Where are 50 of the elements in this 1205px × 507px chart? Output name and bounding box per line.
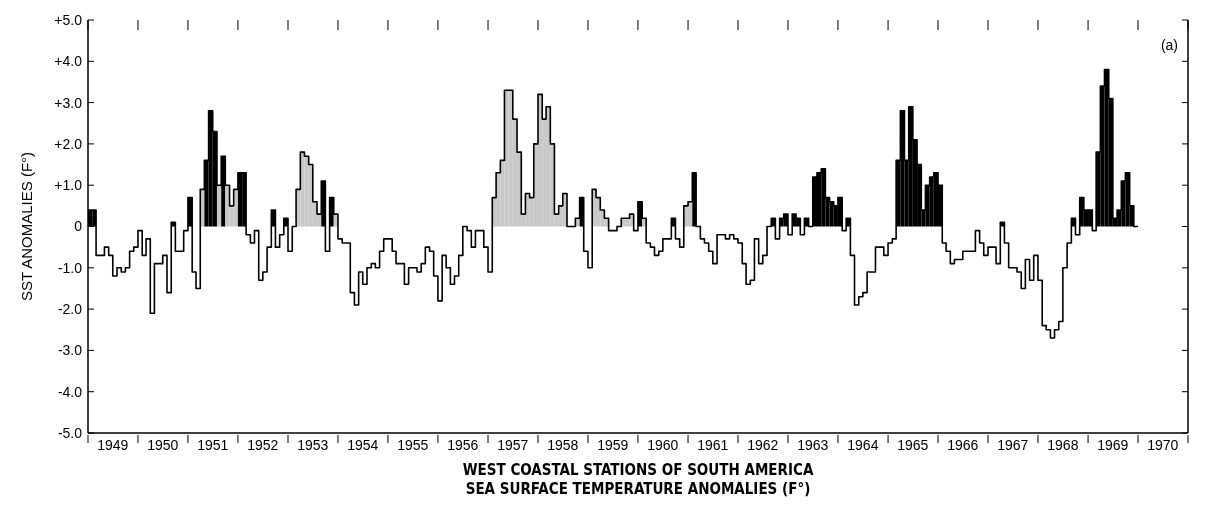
bar — [817, 172, 822, 227]
x-tick-label: 1960 — [647, 437, 679, 453]
y-tick-label: +4.0 — [54, 53, 83, 70]
bar — [821, 168, 826, 227]
x-tick-label: 1969 — [1097, 437, 1129, 453]
y-tick-label: 0 — [74, 218, 83, 235]
x-tick-label: 1959 — [597, 437, 629, 453]
x-tick-label: 1963 — [797, 437, 829, 453]
bar — [1125, 172, 1130, 227]
x-tick-label: 1956 — [447, 437, 479, 453]
x-tick-label: 1958 — [547, 437, 579, 453]
x-tick-label: 1964 — [847, 437, 879, 453]
bar — [233, 189, 238, 227]
y-tick-label: +1.0 — [54, 177, 83, 194]
y-tick-label: +2.0 — [54, 135, 83, 152]
x-tick-label: 1968 — [1047, 437, 1079, 453]
x-tick-label: 1961 — [697, 437, 729, 453]
bar — [304, 156, 309, 227]
x-tick-label: 1970 — [1147, 437, 1179, 453]
bar — [1088, 209, 1093, 227]
bar — [779, 218, 784, 227]
x-tick-label: 1949 — [97, 437, 129, 453]
y-tick-label: -3.0 — [57, 342, 83, 359]
x-tick-label: 1965 — [897, 437, 929, 453]
x-tick-label: 1952 — [247, 437, 279, 453]
x-tick-label: 1951 — [197, 437, 229, 453]
y-tick-label: -1.0 — [57, 259, 83, 276]
text: WEST COASTAL STATIONS OF SOUTH AMERICA — [462, 461, 814, 479]
bar — [829, 201, 834, 227]
bar — [929, 176, 934, 227]
y-tick-label: +3.0 — [54, 94, 83, 111]
x-tick-label: 1962 — [747, 437, 779, 453]
bar — [508, 90, 513, 227]
x-tick-label: 1950 — [147, 437, 179, 453]
text: SEA SURFACE TEMPERATURE ANOMALIES (F°) — [465, 480, 811, 498]
x-tick-label: 1957 — [497, 437, 529, 453]
y-tick-label: +5.0 — [54, 11, 83, 28]
x-tick-label: 1954 — [347, 437, 379, 453]
x-tick-label: 1955 — [397, 437, 429, 453]
y-axis-title: SST ANOMALIES (F°) — [18, 151, 35, 302]
bar — [216, 185, 222, 227]
y-tick-label: -5.0 — [57, 424, 83, 441]
y-tick-label: -4.0 — [57, 383, 83, 400]
x-tick-label: 1953 — [297, 437, 329, 453]
bar — [546, 106, 551, 227]
annotation: (a) — [1160, 37, 1178, 53]
y-tick-label: -2.0 — [57, 301, 83, 317]
x-tick-label: 1966 — [947, 437, 979, 453]
x-tick-label: 1967 — [997, 437, 1029, 453]
bar — [208, 110, 213, 227]
